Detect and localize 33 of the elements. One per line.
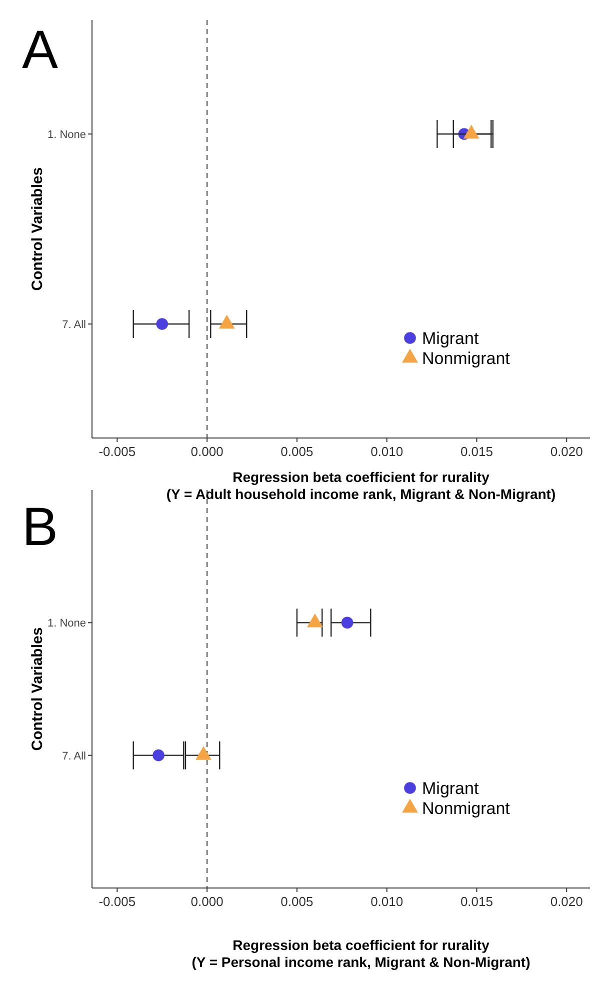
- x-tick-label: 0.010: [370, 894, 404, 909]
- x-tick-label: 0.005: [280, 894, 314, 909]
- legend-label: Nonmigrant: [422, 799, 510, 818]
- x-tick-label: 0.015: [460, 444, 494, 459]
- x-tick-label: 0.015: [460, 894, 494, 909]
- y-tick-label: 7. All: [62, 319, 86, 331]
- x-axis-title: Regression beta coefficient for rurality (Y = Personal income rank, Migrant & Non-Migrant): [192, 937, 530, 970]
- x-tick-label: 0.000: [190, 894, 224, 909]
- x-axis-title: Regression beta coefficient for rurality (Y = Adult household income rank, Migrant & Non-Migrant): [166, 469, 556, 502]
- x-tick-label: 0.000: [190, 444, 224, 459]
- legend-label: Migrant: [422, 779, 479, 798]
- y-axis-title: Control Variables: [29, 627, 46, 751]
- chart-title: A: [22, 20, 58, 80]
- x-tick-label: 0.005: [280, 444, 314, 459]
- point: [463, 124, 480, 139]
- point: [156, 318, 168, 330]
- point: [306, 613, 323, 628]
- y-axis-title: Control Variables: [29, 167, 46, 291]
- point: [195, 746, 212, 760]
- x-tick-label: -0.005: [98, 444, 136, 459]
- legend-label: Nonmigrant: [422, 349, 510, 368]
- x-tick-label: 0.020: [550, 444, 583, 459]
- y-tick-label: 7. All: [62, 750, 86, 762]
- x-tick-label: -0.005: [98, 894, 136, 909]
- point: [152, 749, 164, 762]
- x-tick-label: 0.010: [370, 444, 404, 459]
- legend-label: Migrant: [422, 329, 479, 348]
- y-tick-label: 1. None: [47, 618, 86, 630]
- chart-title: B: [22, 497, 58, 557]
- point: [341, 616, 354, 629]
- x-tick-label: 0.020: [550, 894, 583, 909]
- point: [218, 314, 235, 329]
- y-tick-label: 1. None: [47, 129, 86, 141]
